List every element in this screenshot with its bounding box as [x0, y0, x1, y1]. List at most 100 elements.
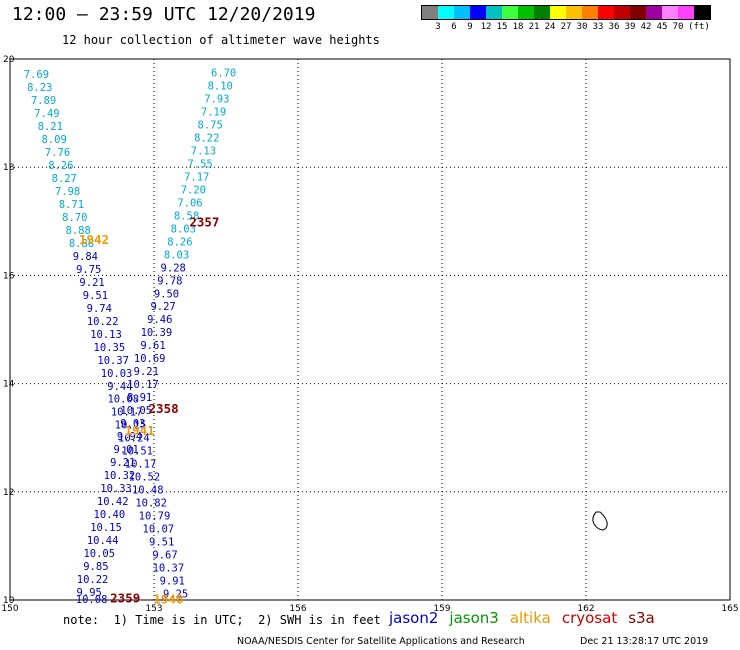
legend-tick-label: 18 — [512, 22, 524, 32]
legend-tick-label: 6 — [451, 22, 457, 32]
legend-tick-label: 21 — [528, 22, 540, 32]
wave-height-label: 10.37 — [97, 355, 129, 367]
wave-height-label: 8.26 — [48, 160, 73, 172]
legend-tick-label: 12 — [480, 22, 492, 32]
wave-height-label: 10.44 — [87, 535, 119, 547]
latitude-tick-label: 18 — [3, 163, 15, 173]
wave-height-label: 10.17 — [125, 459, 157, 471]
longitude-tick-label: 159 — [433, 604, 450, 614]
wave-height-label: 9.51 — [149, 537, 174, 549]
wave-height-label: 6.70 — [211, 68, 236, 80]
legend-tick-label: 45 — [656, 22, 668, 32]
longitude-tick-label: 165 — [721, 604, 738, 614]
map-subtitle: 12 hour collection of altimeter wave hei… — [62, 33, 380, 47]
wave-height-label: 8.09 — [42, 134, 67, 146]
wave-height-label: 7.55 — [187, 158, 212, 170]
longitude-tick-label: 162 — [577, 604, 594, 614]
observation-labels: 7.698.237.897.498.218.097.768.268.277.98… — [24, 68, 236, 606]
legend-unit-label: (ft) — [688, 22, 710, 32]
latitude-tick-label: 12 — [3, 488, 14, 498]
wave-height-label: 9.51 — [83, 290, 108, 302]
legend-tick-label: 39 — [624, 22, 636, 32]
wave-height-label: 9.03 — [120, 418, 145, 430]
satellite-legend-item: jason3 — [449, 609, 499, 627]
wave-height-label: 9.85 — [83, 561, 108, 573]
legend-tick-label: 70 — [672, 22, 684, 32]
wave-height-label: 7.76 — [45, 147, 70, 159]
legend-swatch — [582, 6, 598, 19]
legend-swatch — [454, 6, 470, 19]
legend-swatches — [421, 5, 711, 20]
legend-swatch — [646, 6, 662, 19]
wave-height-label: 9.95 — [77, 587, 102, 599]
wave-height-color-legend: 3 6 9 12 15 18 21 24 27 30 33 36 39 42 45 70 (ft) — [421, 5, 711, 34]
wave-height-label: 9.84 — [73, 251, 98, 263]
wave-height-label: 8.21 — [38, 121, 63, 133]
wave-height-label: 10.07 — [143, 524, 175, 536]
wave-height-label: 10.05 — [83, 548, 115, 560]
footnote: note: 1) Time is in UTC; 2) SWH is in fe… — [63, 613, 381, 627]
satellite-legend-item: s3a — [628, 609, 655, 627]
map-grid — [10, 59, 730, 600]
longitude-tick-label: 153 — [145, 604, 162, 614]
legend-swatch — [566, 6, 582, 19]
generated-timestamp: Dec 21 13:28:17 UTC 2019 — [580, 636, 709, 647]
legend-tick-label: 15 — [496, 22, 508, 32]
wave-height-label: 10.32 — [104, 470, 136, 482]
legend-swatch — [518, 6, 534, 19]
legend-swatch — [470, 6, 486, 19]
wave-height-label: 10.05 — [120, 405, 152, 417]
pass-time-label: 1940 — [153, 591, 183, 606]
wave-height-label: 8.88 — [69, 238, 94, 250]
wave-height-label: 8.88 — [66, 225, 91, 237]
latitude-tick-label: 20 — [3, 55, 15, 65]
legend-tick-label: 30 — [576, 22, 588, 32]
legend-tick-label: 42 — [640, 22, 652, 32]
credit-text: NOAA/NESDIS Center for Satellite Applica… — [237, 636, 525, 647]
legend-swatch — [662, 6, 678, 19]
wave-height-label: 8.22 — [194, 132, 219, 144]
wave-height-label: 10.37 — [153, 563, 185, 575]
wave-height-label: 8.26 — [167, 236, 192, 248]
wave-height-label: 10.39 — [141, 327, 173, 339]
wave-height-label: 9.46 — [147, 314, 172, 326]
wave-height-label: 9.75 — [76, 264, 101, 276]
wave-height-label: 9.74 — [87, 303, 112, 315]
wave-height-label: 9.44 — [107, 381, 132, 393]
wave-height-label: 10.13 — [90, 329, 122, 341]
wave-height-label: 8.70 — [62, 212, 87, 224]
pass-time-label: 2358 — [149, 401, 179, 416]
legend-swatch — [694, 6, 710, 19]
legend-swatch — [534, 6, 550, 19]
map-axis-labels: 150 153 156 159 162 165 20 18 16 14 12 10 — [1, 55, 738, 614]
wave-height-label: 9.25 — [163, 589, 188, 601]
wave-height-label: 7.49 — [34, 108, 59, 120]
wave-height-label: 9.21 — [110, 457, 135, 469]
wave-height-label: 9.61 — [140, 340, 165, 352]
satellite-legend-item: jason2 — [389, 609, 439, 627]
wave-height-label: 10.69 — [134, 353, 166, 365]
wave-height-label: 7.69 — [24, 69, 49, 81]
wave-height-label: 7.17 — [184, 171, 209, 183]
wave-height-label: 7.06 — [177, 197, 202, 209]
legend-tick-label: 33 — [592, 22, 604, 32]
satellite-legend: jason2 jason3 altika cryosat s3a — [389, 609, 666, 627]
wave-height-label: 10.79 — [139, 511, 171, 523]
wave-height-label: 10.33 — [100, 483, 132, 495]
wave-height-label: 10.08 — [76, 594, 108, 606]
pass-time-label: 2359 — [110, 590, 140, 605]
wave-height-label: 7.19 — [201, 106, 226, 118]
satellite-legend-item: altika — [509, 609, 551, 627]
wave-height-label: 7.89 — [31, 95, 56, 107]
map-title: 12:00 – 23:59 UTC 12/20/2019 — [12, 4, 316, 25]
wave-height-label: 9.28 — [161, 262, 186, 274]
wave-height-label: 10.51 — [121, 446, 153, 458]
latitude-tick-label: 14 — [3, 380, 15, 390]
wave-height-label: 10.40 — [94, 509, 126, 521]
longitude-tick-label: 156 — [289, 604, 306, 614]
wave-height-label: 9.27 — [150, 301, 175, 313]
wave-height-label: 10.17 — [127, 379, 159, 391]
wave-height-label: 10.08 — [107, 394, 139, 406]
wave-height-label: 9.91 — [160, 576, 185, 588]
